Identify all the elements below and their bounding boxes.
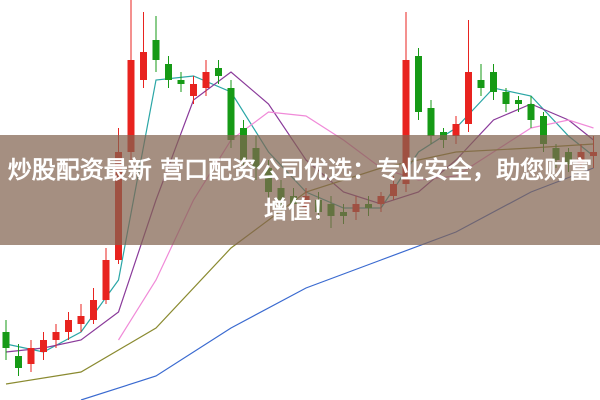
candle-body bbox=[515, 100, 522, 104]
candle-body bbox=[52, 332, 60, 340]
candle-body bbox=[177, 80, 185, 84]
candle-body bbox=[102, 260, 110, 300]
candle-body bbox=[202, 72, 210, 88]
candle-body bbox=[190, 84, 197, 96]
candle-body bbox=[227, 88, 235, 140]
candle-body bbox=[40, 340, 47, 352]
candle-body bbox=[415, 56, 422, 112]
candle-body bbox=[490, 72, 497, 92]
candle-body bbox=[540, 116, 547, 144]
candle-body bbox=[27, 348, 35, 364]
candle-body bbox=[77, 316, 85, 324]
candle-body bbox=[127, 60, 135, 152]
candle-body bbox=[402, 60, 410, 184]
candle-body bbox=[427, 108, 435, 136]
candle-body bbox=[90, 300, 97, 320]
candle-body bbox=[452, 124, 460, 136]
candle-body bbox=[477, 80, 485, 88]
candle-body bbox=[215, 68, 222, 76]
candle-body bbox=[165, 64, 172, 80]
candle-body bbox=[140, 52, 147, 80]
candle-body bbox=[152, 40, 160, 60]
candle-body bbox=[527, 104, 535, 120]
banner-text: 炒股配资最新 营口配资公司优选：专业安全，助您财富增值！ bbox=[7, 156, 593, 224]
candle-body bbox=[465, 72, 472, 124]
banner: 炒股配资最新 营口配资公司优选：专业安全，助您财富增值！ bbox=[0, 135, 600, 245]
candle-body bbox=[15, 356, 22, 368]
candle-body bbox=[2, 332, 10, 348]
candle-body bbox=[502, 92, 510, 104]
candle-body bbox=[65, 320, 72, 332]
